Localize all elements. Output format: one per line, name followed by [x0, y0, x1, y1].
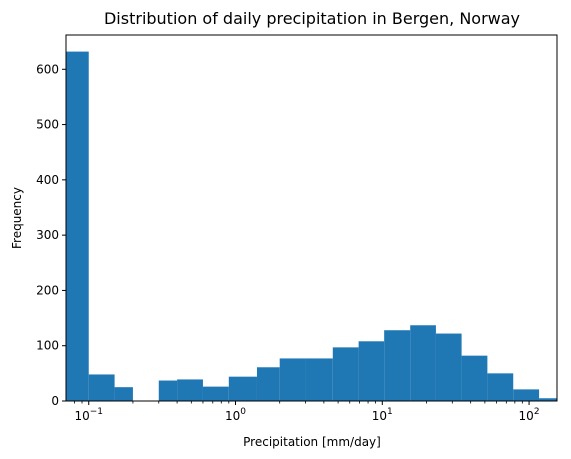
- histogram-bar: [410, 325, 436, 401]
- histogram-bar: [158, 380, 178, 401]
- y-tick-label: 400: [36, 173, 59, 187]
- histogram-bar: [305, 358, 333, 401]
- bars-group: [66, 51, 557, 402]
- histogram-bar: [177, 379, 203, 401]
- histogram-bar: [256, 367, 280, 401]
- histogram-bar: [228, 376, 257, 401]
- plot-frame: [65, 34, 558, 402]
- histogram-bar: [88, 374, 115, 401]
- y-tick-label: 100: [36, 339, 59, 353]
- x-axis-label: Precipitation [mm/day]: [243, 435, 381, 449]
- y-tick-label: 200: [36, 283, 59, 297]
- y-tick-label: 600: [36, 62, 59, 76]
- y-axis-label: Frequency: [10, 187, 24, 249]
- x-tick-label: 100: [225, 407, 246, 423]
- y-tick-label: 300: [36, 228, 59, 242]
- histogram-bar: [513, 389, 540, 401]
- histogram-bar: [539, 398, 557, 401]
- x-tick-label: 101: [372, 407, 393, 423]
- histogram-bar: [461, 355, 488, 401]
- histogram-bar: [202, 386, 229, 401]
- x-tick-label: 10−1: [74, 407, 103, 423]
- y-axis-ticks: 0 100 200 300 400 500 600: [36, 62, 66, 408]
- histogram-bar: [66, 51, 89, 402]
- y-tick-label: 0: [51, 394, 59, 408]
- histogram-bar: [358, 341, 385, 401]
- chart-title: Distribution of daily precipitation in B…: [104, 9, 520, 28]
- x-axis-ticks: 10−1 100 101 102: [74, 401, 540, 423]
- histogram-bar: [384, 330, 411, 401]
- histogram-bar: [279, 358, 306, 401]
- histogram-bar: [332, 347, 359, 401]
- histogram-bar: [114, 387, 133, 401]
- y-tick-label: 500: [36, 118, 59, 132]
- histogram-bar: [435, 333, 462, 401]
- x-tick-label: 102: [519, 407, 540, 423]
- histogram-bar: [487, 373, 514, 401]
